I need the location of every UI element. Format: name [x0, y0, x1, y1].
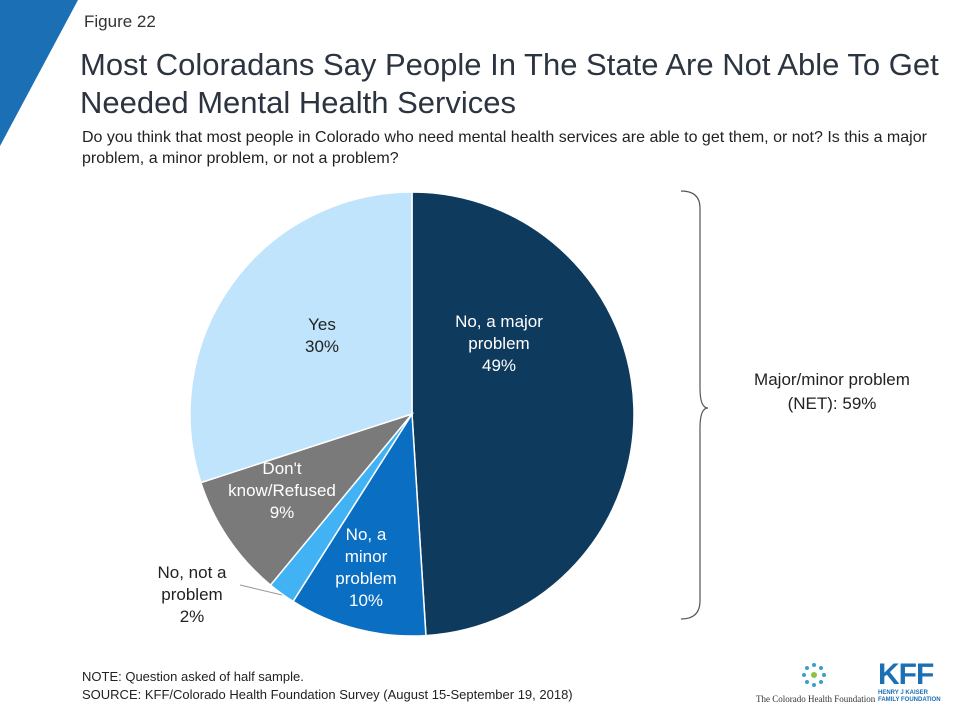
chf-logo-text: The Colorado Health Foundation [756, 694, 876, 704]
pie-slice-no-a-minor-problem [292, 411, 427, 637]
corner-accent-triangle [0, 0, 78, 146]
kff-logo-sub1: HENRY J KAISER [878, 690, 929, 696]
kff-logo: KFF HENRY J KAISER FAMILY FOUNDATION [878, 660, 948, 710]
sunburst-icon [802, 663, 826, 687]
slice-label-no-a-minor-problem: No, a minor problem 10% [335, 525, 396, 610]
pie-slice-don-t-know-refused [199, 412, 415, 587]
colorado-health-foundation-logo: The Colorado Health Foundation [756, 660, 876, 710]
figure-label: Figure 22 [84, 12, 156, 31]
net-bracket [680, 190, 709, 620]
net-label: Major/minor problem (NET): 59% [722, 368, 942, 416]
chart-subtitle: Do you think that most people in Colorad… [82, 129, 927, 167]
footer: NOTE: Question asked of half sample. SOU… [82, 668, 573, 704]
footer-source: SOURCE: KFF/Colorado Health Foundation S… [82, 687, 573, 702]
pie-slice-no-a-major-problem [411, 191, 635, 637]
leader-line-not-a-problem [239, 584, 283, 596]
net-label-line1: Major/minor problem [754, 370, 910, 389]
slice-label-no-not-a-problem: No, not a problem 2% [158, 563, 228, 626]
pie-slice-yes [189, 191, 413, 484]
chart-title: Most Coloradans Say People In The State … [80, 47, 939, 120]
kff-logo-mark: KFF [878, 658, 934, 691]
slice-label-don-t-know-refused: Don't know/Refused 9% [228, 459, 336, 522]
footer-note: NOTE: Question asked of half sample. [82, 669, 304, 684]
slice-label-no-a-major-problem: No, a major problem 49% [455, 312, 543, 375]
slice-label-yes: Yes 30% [305, 315, 339, 356]
kff-logo-sub2: FAMILY FOUNDATION [878, 697, 941, 703]
net-label-line2: (NET): 59% [787, 394, 877, 413]
